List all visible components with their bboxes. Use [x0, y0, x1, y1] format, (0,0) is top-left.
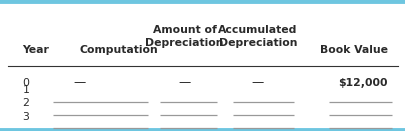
Text: Book Value: Book Value: [319, 45, 387, 55]
Text: 1: 1: [22, 85, 29, 95]
Text: Computation: Computation: [79, 45, 158, 55]
Text: 3: 3: [22, 112, 29, 122]
Text: 2: 2: [22, 99, 29, 108]
Text: 0: 0: [22, 78, 29, 88]
Text: Accumulated
Depreciation: Accumulated Depreciation: [217, 26, 297, 48]
Text: —: —: [178, 76, 190, 89]
Text: Amount of
Depreciation: Amount of Depreciation: [145, 26, 224, 48]
Text: —: —: [73, 76, 85, 89]
Text: $12,000: $12,000: [337, 78, 387, 88]
Text: Year: Year: [22, 45, 49, 55]
Text: —: —: [251, 76, 263, 89]
